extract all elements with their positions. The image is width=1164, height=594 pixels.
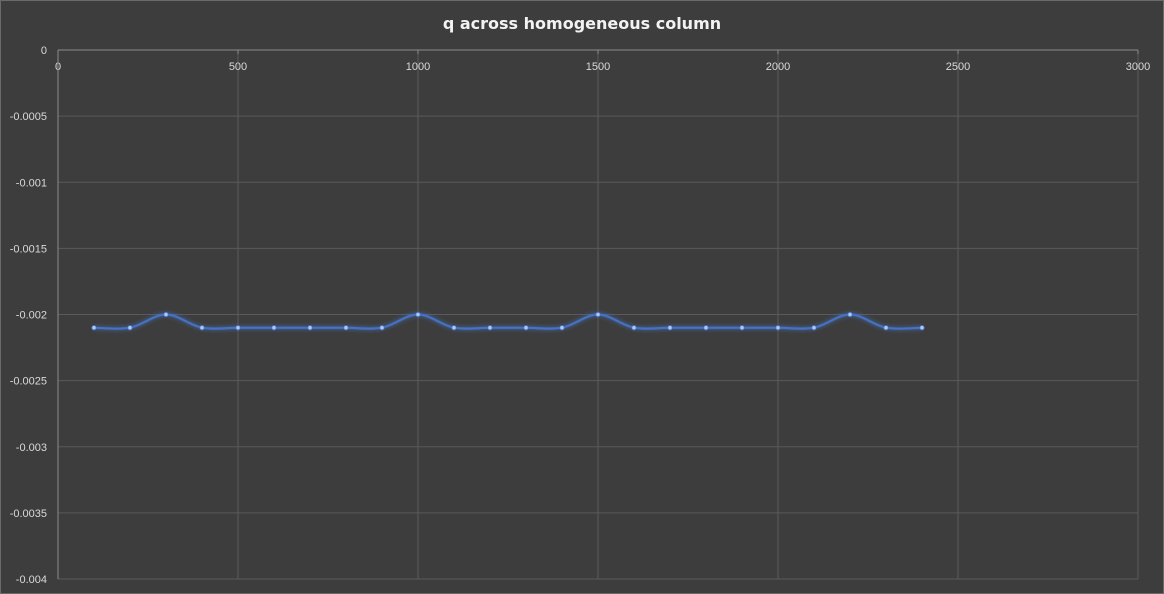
axes: 0500100015002000250030000-0.0005-0.001-0…: [10, 45, 1151, 586]
x-tick-label: 500: [229, 61, 247, 73]
data-point: [559, 325, 565, 331]
data-point: [163, 311, 169, 318]
data-point: [199, 325, 205, 331]
y-tick-label: -0.0015: [10, 243, 47, 255]
x-tick-label: 1000: [406, 61, 430, 73]
data-point: [271, 325, 277, 331]
data-point: [415, 311, 421, 318]
data-point: [631, 325, 637, 331]
data-point: [883, 325, 889, 331]
y-tick-label: -0.001: [16, 177, 47, 189]
data-point: [307, 325, 313, 331]
data-point: [667, 325, 673, 331]
data-point: [919, 325, 925, 331]
y-tick-label: -0.004: [16, 574, 47, 586]
series-layer: [91, 311, 925, 331]
y-tick-label: 0: [41, 45, 47, 57]
data-point: [847, 311, 853, 318]
data-point: [235, 325, 241, 331]
series-line: [93, 313, 923, 330]
y-tick-label: -0.0035: [10, 508, 47, 520]
x-tick-label: 2000: [766, 61, 790, 73]
y-tick-label: -0.0005: [10, 111, 47, 123]
data-point: [739, 325, 745, 331]
data-point: [595, 311, 601, 318]
data-point: [487, 325, 493, 331]
data-point: [379, 325, 385, 331]
x-tick-label: 3000: [1126, 61, 1150, 73]
gridlines: [58, 50, 1139, 580]
y-tick-label: -0.003: [16, 442, 47, 454]
data-point: [811, 325, 817, 331]
x-tick-label: 1500: [586, 61, 610, 73]
data-point: [523, 325, 529, 331]
x-tick-label: 2500: [946, 61, 970, 73]
chart-title: q across homogeneous column: [443, 14, 721, 33]
data-point: [91, 325, 97, 331]
y-tick-label: -0.0025: [10, 376, 47, 388]
data-point: [127, 325, 133, 331]
data-point: [703, 325, 709, 331]
y-tick-label: -0.002: [16, 310, 47, 322]
data-point: [775, 325, 781, 331]
data-point: [451, 325, 457, 331]
data-point: [343, 325, 349, 331]
